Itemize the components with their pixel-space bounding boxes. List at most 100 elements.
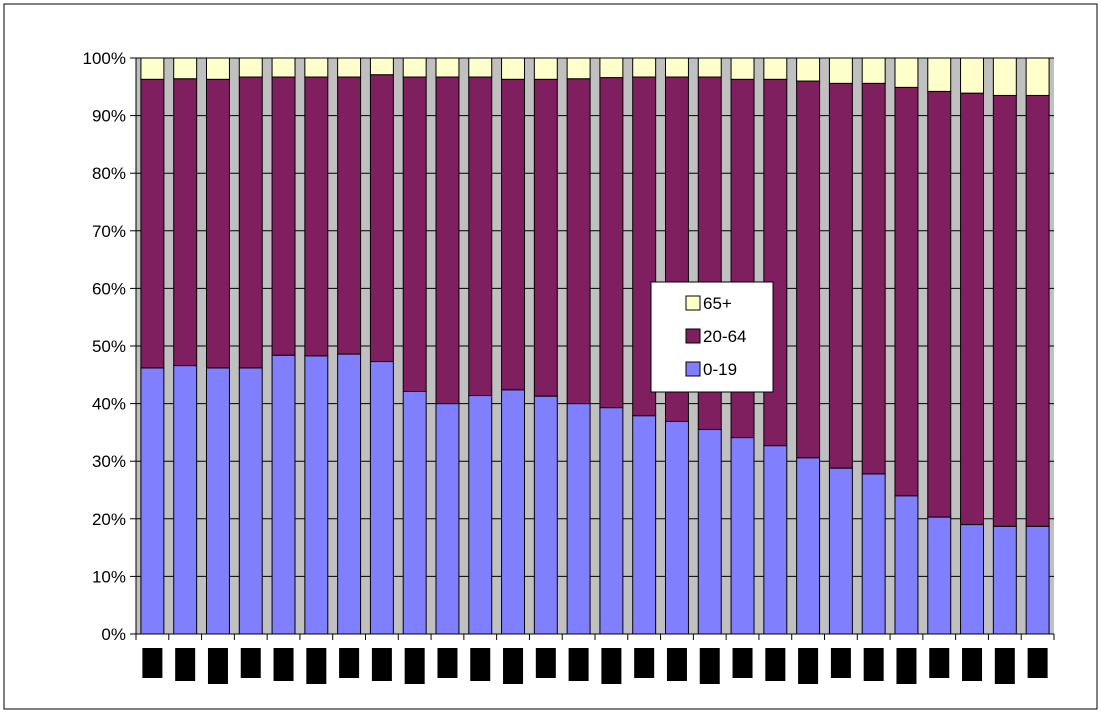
y-tick-label: 10%	[92, 567, 126, 586]
bar-segment-65+	[402, 57, 427, 78]
y-axis: 0% 10% 20% 30% 40% 50% 60% 70% 80% 90% 100%	[83, 49, 137, 644]
category-label-block	[568, 648, 589, 681]
category-label-block	[339, 648, 360, 678]
bar-segment-0-19	[501, 389, 526, 635]
bar-segment-0-19	[730, 437, 755, 635]
category-label-block	[503, 648, 524, 684]
category-label-block	[962, 648, 983, 681]
bars	[140, 57, 1050, 635]
bar-segment-0-19	[697, 429, 722, 635]
bar-segment-20-64	[927, 90, 952, 518]
bar-segment-65+	[828, 57, 853, 84]
bar-segment-0-19	[599, 407, 624, 635]
legend-label: 0-19	[703, 360, 737, 379]
bar-segment-65+	[861, 57, 886, 84]
bar-segment-0-19	[304, 355, 329, 635]
legend-label: 65+	[703, 294, 732, 313]
bar-segment-0-19	[960, 524, 985, 635]
legend-swatch	[685, 328, 701, 344]
bar-segment-0-19	[369, 361, 394, 635]
legend-swatch	[685, 361, 701, 377]
bar-segment-65+	[960, 57, 985, 94]
category-label-block	[240, 648, 261, 678]
category-label-block	[765, 648, 786, 681]
bar-segment-65+	[992, 57, 1017, 96]
bar-segment-20-64	[992, 94, 1017, 527]
bar-segment-20-64	[828, 82, 853, 469]
category-label-block	[601, 648, 622, 684]
bar-segment-20-64	[140, 78, 165, 369]
bar-segment-65+	[468, 57, 493, 78]
y-tick-label: 30%	[92, 452, 126, 471]
bar-segment-20-64	[271, 76, 296, 356]
category-label-block	[994, 648, 1015, 684]
bar-segment-65+	[173, 57, 198, 80]
category-label-block	[1027, 648, 1048, 678]
bar-segment-65+	[271, 57, 296, 78]
category-label-block	[306, 648, 327, 684]
bar-segment-20-64	[369, 74, 394, 363]
bar-segment-65+	[664, 57, 689, 78]
bar-segment-0-19	[796, 457, 821, 635]
legend: 65+ 20-64 0-19	[650, 281, 774, 393]
bar-segment-20-64	[337, 76, 362, 355]
y-tick-label: 90%	[92, 107, 126, 126]
bar-segment-0-19	[271, 354, 296, 635]
y-tick-label: 100%	[83, 49, 126, 68]
y-tick-label: 80%	[92, 164, 126, 183]
bar-segment-65+	[632, 57, 657, 78]
bar-segment-65+	[796, 57, 821, 82]
bar-segment-65+	[599, 57, 624, 79]
legend-box	[650, 281, 774, 393]
bar-segment-0-19	[402, 391, 427, 635]
bar-segment-65+	[697, 57, 722, 78]
bar-segment-20-64	[238, 76, 263, 369]
bar-segment-65+	[927, 57, 952, 92]
bar-segment-20-64	[173, 78, 198, 367]
legend-swatch	[685, 295, 701, 311]
y-tick-label: 50%	[92, 337, 126, 356]
bar-segment-65+	[140, 57, 165, 80]
bar-segment-65+	[1025, 57, 1050, 96]
y-tick-label: 0%	[101, 625, 126, 644]
bar-segment-0-19	[828, 467, 853, 635]
bar-segment-0-19	[238, 367, 263, 635]
bar-segment-0-19	[566, 403, 591, 635]
bar-segment-0-19	[533, 395, 558, 635]
bar-segment-20-64	[599, 77, 624, 409]
bar-segment-65+	[304, 57, 329, 78]
bar-segment-20-64	[894, 86, 919, 497]
category-label-block	[666, 648, 687, 681]
category-label-block	[273, 648, 294, 681]
bar-segment-0-19	[664, 420, 689, 635]
bar-segment-20-64	[533, 78, 558, 397]
bar-segment-0-19	[861, 473, 886, 635]
bar-segment-65+	[238, 57, 263, 78]
category-label-block	[175, 648, 196, 681]
category-label-block	[732, 648, 753, 678]
bar-segment-0-19	[468, 395, 493, 635]
bar-segment-0-19	[632, 415, 657, 635]
category-label-block	[634, 648, 655, 678]
bar-segment-65+	[501, 57, 526, 80]
y-tick-label: 20%	[92, 510, 126, 529]
bar-segment-0-19	[927, 516, 952, 635]
bar-segment-20-64	[501, 78, 526, 391]
bar-segment-20-64	[468, 76, 493, 397]
category-label-block	[371, 648, 392, 681]
y-tick-label: 40%	[92, 395, 126, 414]
bar-segment-20-64	[960, 92, 985, 526]
category-label-block	[798, 648, 819, 684]
bar-segment-20-64	[1025, 94, 1050, 527]
category-label-block	[207, 648, 228, 684]
bar-segment-65+	[369, 57, 394, 76]
bar-segment-20-64	[796, 80, 821, 459]
category-label-block	[830, 648, 851, 678]
category-label-block	[699, 648, 720, 684]
bar-segment-65+	[435, 57, 460, 78]
category-label-block	[929, 648, 950, 678]
legend-label: 20-64	[703, 327, 746, 346]
bar-segment-65+	[533, 57, 558, 80]
bar-segment-20-64	[402, 76, 427, 393]
